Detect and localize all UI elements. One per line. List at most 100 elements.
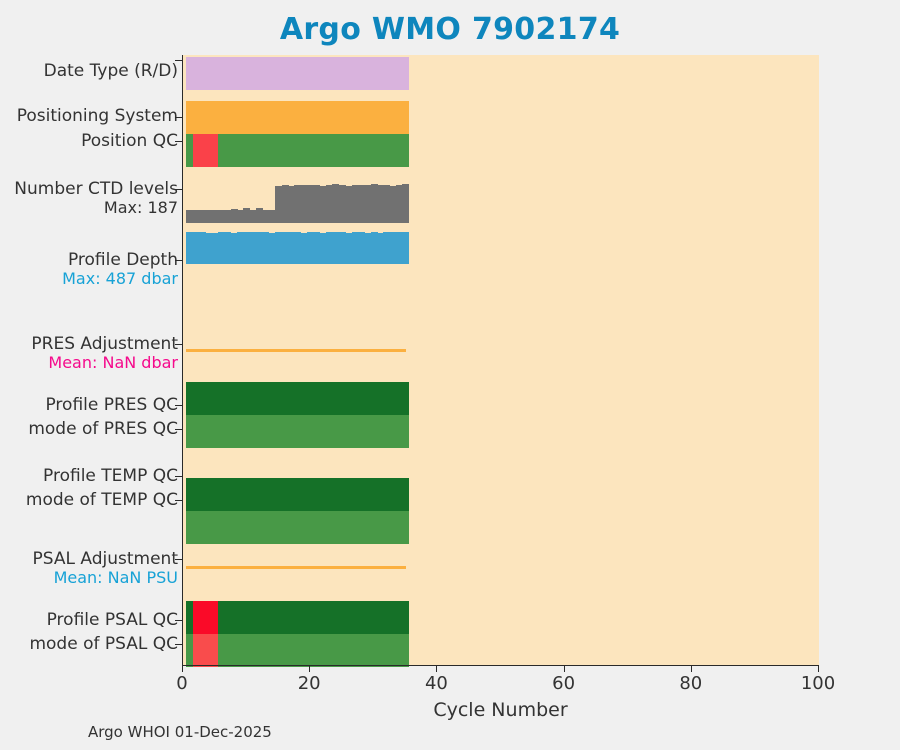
x-tick <box>436 665 438 672</box>
y-tick-number-ctd-levels <box>175 189 182 190</box>
histogram-bar <box>300 185 308 223</box>
bar-segment <box>192 634 218 667</box>
y-tick-date-type <box>175 60 182 61</box>
histogram-bar <box>211 209 219 223</box>
histogram-bar <box>357 184 365 223</box>
histogram-bar <box>237 232 244 264</box>
page-title: Argo WMO 7902174 <box>279 12 621 47</box>
histogram-bar <box>211 232 219 264</box>
histogram-bar <box>198 210 206 223</box>
y-label-line: Profile PRES QC <box>45 395 178 415</box>
histogram-number-ctd-levels <box>183 181 819 223</box>
y-tick-position-qc <box>175 141 182 142</box>
y-label-profile-psal-qc: Profile PSAL QC <box>47 610 178 630</box>
histogram-bar <box>243 208 251 223</box>
histogram-bar <box>389 185 397 223</box>
histogram-bar <box>332 232 340 264</box>
histogram-bar <box>268 232 276 264</box>
bar-segment <box>186 101 409 134</box>
histogram-bar <box>396 232 403 264</box>
bar-date-type <box>183 57 819 90</box>
y-label-psal-adjustment: PSAL Adjustment Mean: NaN PSU <box>33 549 178 588</box>
histogram-bar <box>364 232 372 264</box>
x-tick <box>182 665 183 672</box>
histogram-bar <box>376 232 384 264</box>
bar-segment <box>186 415 409 448</box>
y-label-line: Mean: NaN PSU <box>53 568 178 588</box>
bar-segment <box>192 134 218 167</box>
histogram-bar <box>268 209 276 223</box>
bar-segment <box>217 134 409 167</box>
histogram-bar <box>345 232 353 264</box>
histogram-bar <box>281 185 289 223</box>
line-psal-adjustment <box>186 565 406 569</box>
y-label-date-type: Date Type (R/D) <box>44 61 178 81</box>
histogram-bar <box>198 232 206 264</box>
y-label-line: Max: 487 dbar <box>62 269 178 289</box>
y-tick-psal-adjustment <box>175 559 182 560</box>
y-label-mode-of-pres-qc: mode of PRES QC <box>28 419 178 439</box>
y-tick-pres-adjustment <box>175 344 182 345</box>
histogram-bar <box>351 184 359 223</box>
y-label-line: PSAL Adjustment <box>32 549 178 569</box>
x-tick <box>818 665 819 672</box>
histogram-bar <box>205 210 213 223</box>
bar-segment <box>192 601 218 634</box>
histogram-bar <box>287 232 295 264</box>
histogram-bar <box>224 209 232 223</box>
histogram-bar <box>383 232 391 264</box>
histogram-bar <box>326 232 334 264</box>
x-axis-line <box>182 665 819 666</box>
histogram-bar <box>370 232 378 264</box>
y-tick-profile-pres-qc <box>175 405 182 406</box>
y-label-profile-depth: Profile Depth Max: 487 dbar <box>62 250 178 289</box>
plot-area <box>182 55 819 667</box>
y-tick-profile-psal-qc <box>175 620 182 621</box>
y-label-line: Profile Depth <box>67 250 178 270</box>
y-label-position-qc: Position QC <box>81 131 178 151</box>
histogram-bar <box>396 185 403 223</box>
histogram-bar <box>262 209 270 223</box>
y-label-line: PRES Adjustment <box>31 334 178 354</box>
y-label-positioning-system: Positioning System <box>17 106 178 126</box>
histogram-bar <box>313 232 321 264</box>
y-tick-mode-of-temp-qc <box>175 500 182 501</box>
histogram-bar <box>217 209 225 223</box>
histogram-bar <box>307 184 314 223</box>
y-label-line: Profile TEMP QC <box>43 466 178 486</box>
y-label-line: Max: 187 <box>103 198 178 218</box>
histogram-bar <box>205 232 213 264</box>
x-tick-label: 60 <box>552 673 576 694</box>
y-label-profile-temp-qc: Profile TEMP QC <box>43 466 178 486</box>
histogram-bar <box>294 185 302 223</box>
bar-positioning-system <box>183 101 819 134</box>
y-label-line: mode of TEMP QC <box>25 490 178 510</box>
histogram-bar <box>243 232 251 264</box>
plot-canvas <box>183 55 819 667</box>
y-tick-mode-of-psal-qc <box>175 644 182 645</box>
histogram-bar <box>294 232 302 264</box>
histogram-profile-depth <box>183 231 819 264</box>
histogram-bar <box>300 232 308 264</box>
histogram-bar <box>287 185 295 223</box>
y-label-line: Positioning System <box>16 106 178 126</box>
histogram-bar <box>383 185 391 223</box>
histogram-bar <box>351 232 359 264</box>
bar-profile-temp-qc <box>183 478 819 511</box>
histogram-bar <box>345 185 353 223</box>
y-label-line: Mean: NaN dbar <box>48 353 178 373</box>
histogram-bar <box>357 232 365 264</box>
histogram-bar <box>192 232 200 264</box>
bar-profile-pres-qc <box>183 382 819 415</box>
bar-mode-of-pres-qc <box>183 415 819 448</box>
histogram-bar <box>376 185 384 223</box>
histogram-bar <box>307 232 314 264</box>
histogram-bar <box>402 231 410 264</box>
histogram-bar <box>281 231 289 264</box>
x-tick-label: 40 <box>424 673 448 694</box>
bar-segment <box>186 634 193 667</box>
y-label-line: Number CTD levels <box>14 179 178 199</box>
histogram-bar <box>217 232 225 264</box>
bar-segment <box>186 478 409 511</box>
